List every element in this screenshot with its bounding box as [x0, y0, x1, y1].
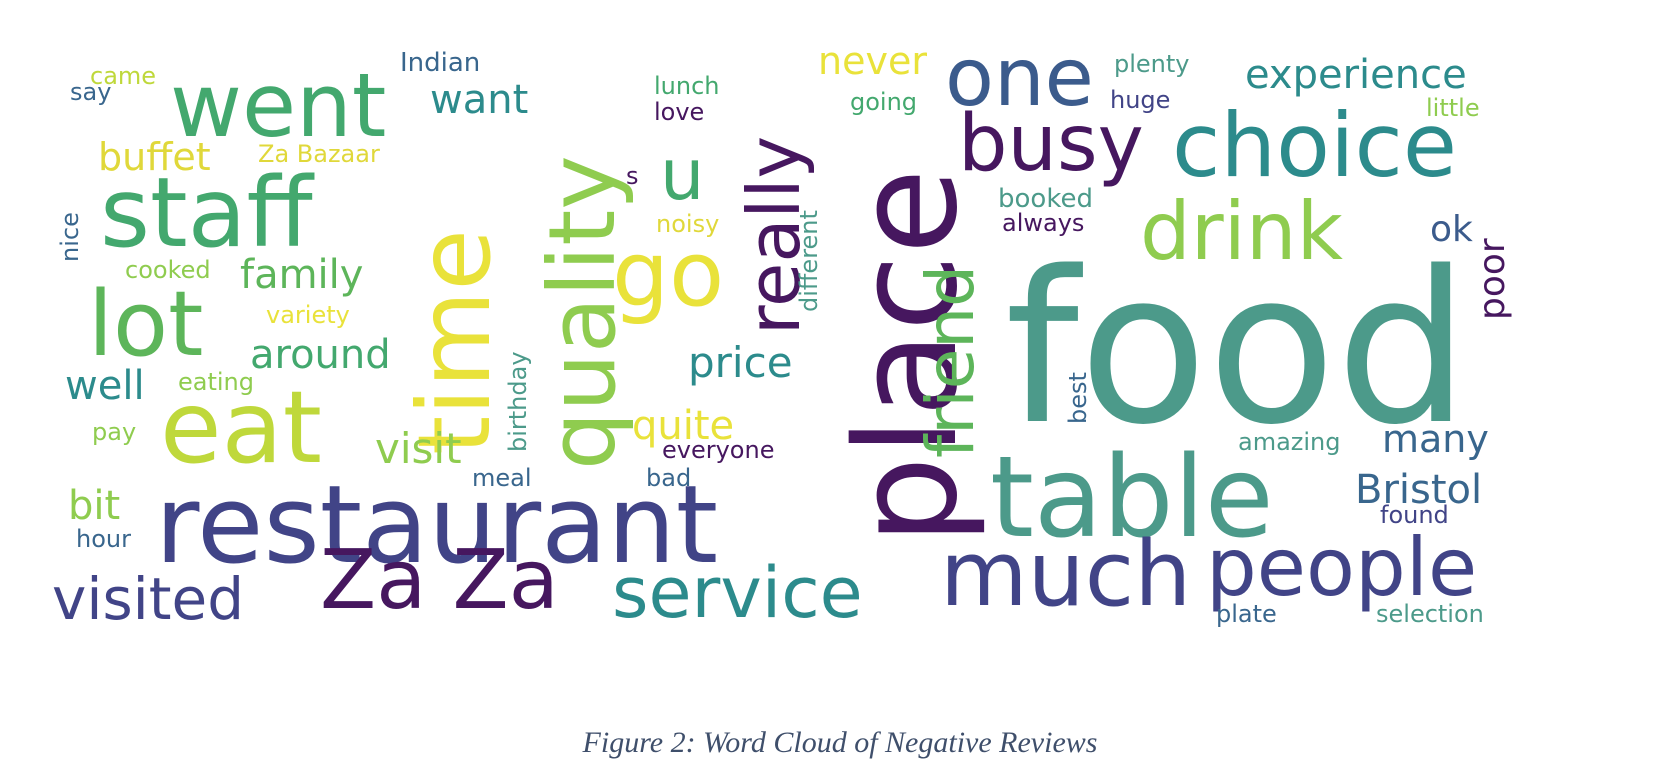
word-ok: ok — [1430, 209, 1473, 250]
word-restaurant: restaurant — [155, 463, 719, 588]
word-selection: selection — [1376, 600, 1484, 628]
word-family: family — [240, 252, 364, 298]
word-poor: poor — [1472, 238, 1513, 320]
word-little: little — [1426, 94, 1480, 122]
word-busy: busy — [958, 99, 1144, 189]
word-huge: huge — [1110, 86, 1171, 114]
word-visit: visit — [375, 424, 462, 473]
word-many: many — [1382, 417, 1489, 461]
word-time: time — [396, 229, 513, 455]
word-plenty: plenty — [1114, 50, 1190, 78]
word-cloud: food place restaurant table time quality… — [52, 31, 1513, 634]
word-nice: nice — [56, 212, 84, 262]
word-table: table — [990, 433, 1274, 563]
word-never: never — [818, 39, 927, 83]
word-variety: variety — [266, 301, 350, 329]
word-bad: bad — [646, 464, 692, 492]
word-price: price — [688, 338, 793, 387]
word-staff: staff — [100, 157, 313, 269]
word-going: going — [850, 88, 918, 116]
word-love: love — [654, 98, 705, 126]
word-eat: eat — [160, 369, 323, 486]
word-eating: eating — [178, 368, 254, 396]
word-meal: meal — [472, 464, 532, 492]
word-lunch: lunch — [654, 72, 720, 100]
word-food: food — [1005, 226, 1470, 471]
word-much: much — [940, 522, 1192, 627]
word-well: well — [65, 363, 145, 409]
word-amazing: amazing — [1238, 428, 1341, 456]
word-visited: visited — [52, 565, 245, 633]
word-found: found — [1380, 501, 1449, 529]
word-go: go — [612, 222, 725, 327]
word-went: went — [170, 54, 387, 157]
word-different: different — [795, 210, 823, 312]
word-pay: pay — [92, 418, 137, 446]
word-noisy: noisy — [656, 210, 720, 238]
word-came: came — [90, 62, 157, 90]
word-birthday: birthday — [504, 351, 532, 452]
word-plate: plate — [1216, 600, 1277, 628]
word-bristol: Bristol — [1355, 467, 1483, 513]
word-everyone: everyone — [662, 436, 775, 464]
word-around: around — [250, 332, 391, 378]
word-s: s — [626, 162, 639, 190]
word-bit: bit — [68, 483, 121, 529]
word-say: say — [70, 78, 112, 106]
word-u: u — [660, 134, 705, 216]
word-one: one — [945, 31, 1094, 124]
word-want: want — [430, 77, 529, 123]
word-best: best — [1064, 372, 1092, 424]
word-hour: hour — [76, 525, 131, 553]
word-people: people — [1206, 521, 1478, 614]
word-cooked: cooked — [125, 256, 211, 284]
word-choice: choice — [1172, 94, 1457, 197]
word-indian: Indian — [400, 48, 481, 78]
figure-caption: Figure 2: Word Cloud of Negative Reviews — [582, 726, 1098, 759]
word-service: service — [612, 552, 863, 634]
word-za-bazaar: Za Bazaar — [258, 140, 380, 168]
word-experience: experience — [1245, 52, 1467, 98]
word-za-za: Za Za — [320, 533, 559, 628]
word-lot: lot — [88, 272, 204, 377]
word-buffet: buffet — [98, 135, 211, 179]
word-booked: booked — [998, 184, 1093, 214]
word-drink: drink — [1140, 185, 1343, 278]
word-quite: quite — [632, 403, 735, 449]
word-always: always — [1002, 209, 1085, 237]
word-friend: friend — [912, 264, 989, 458]
